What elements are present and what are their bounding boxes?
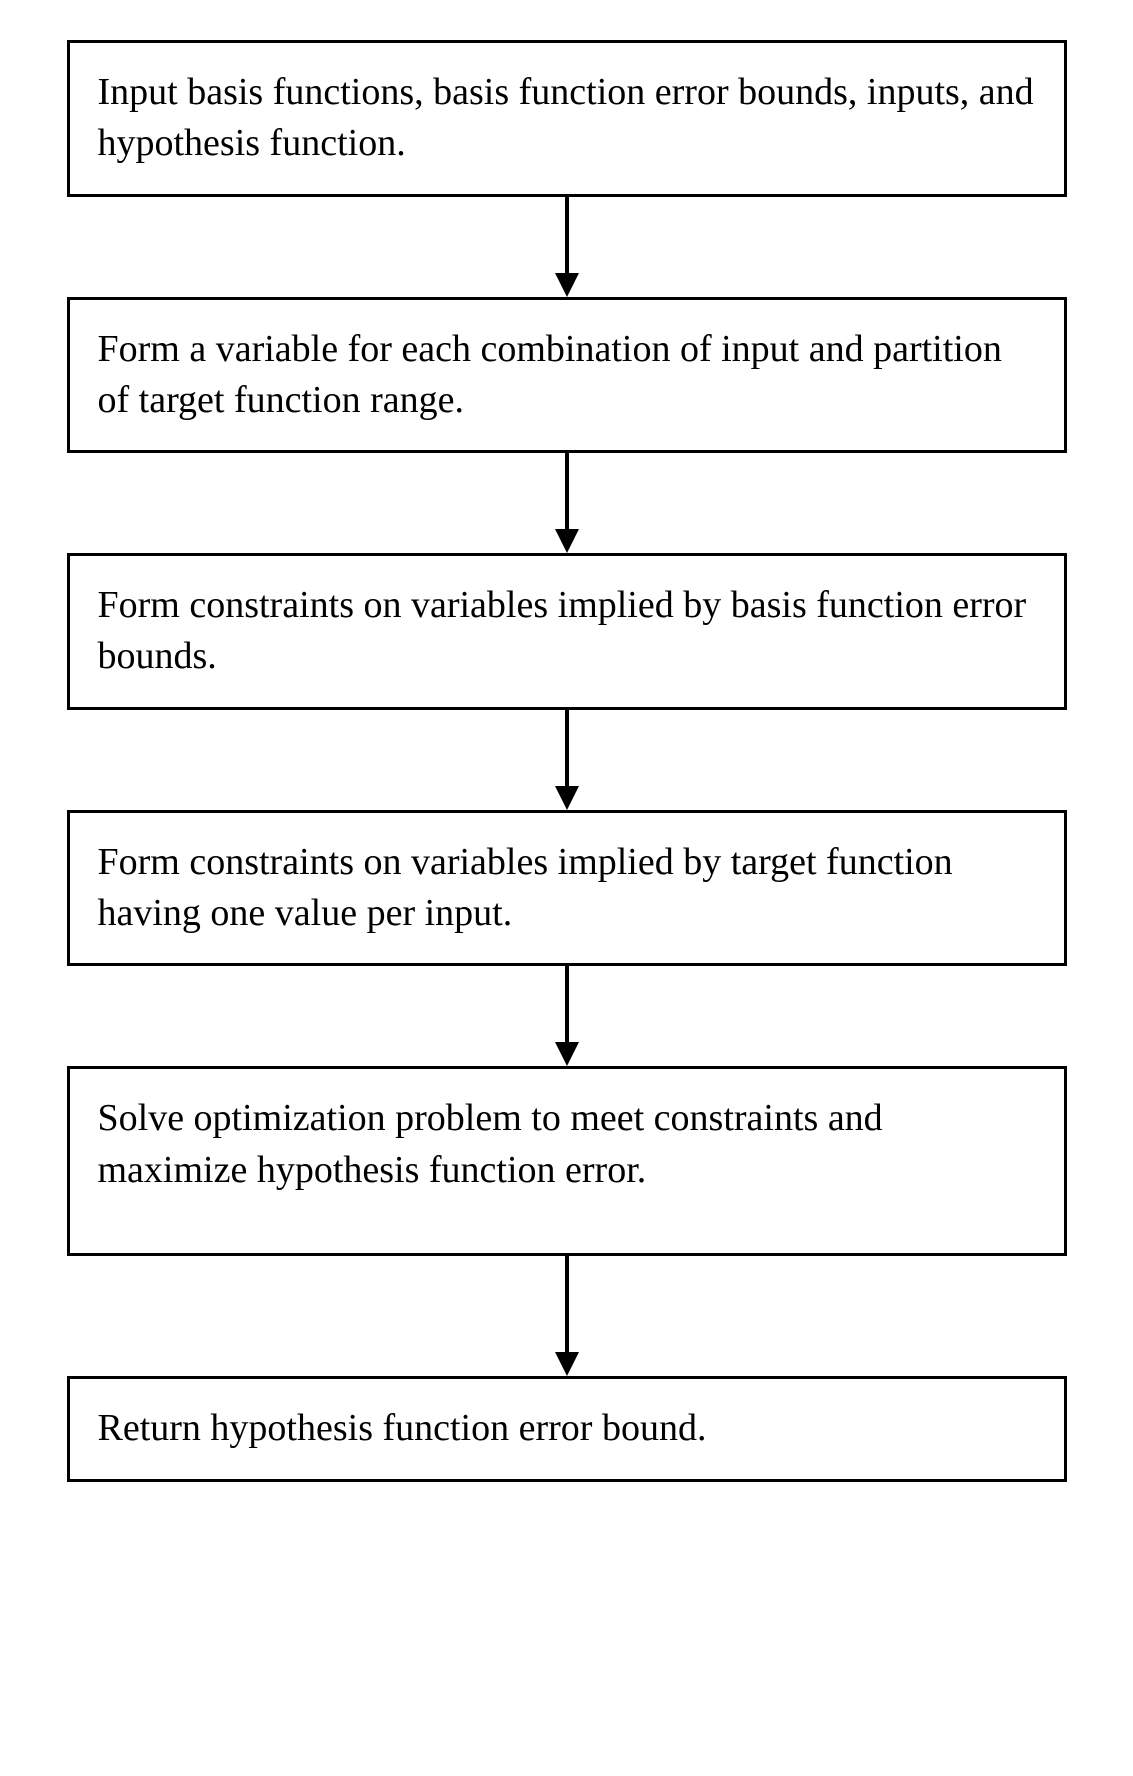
node-text: Return hypothesis function error bound. xyxy=(98,1407,707,1449)
flowchart-node-solve: Solve optimization problem to meet const… xyxy=(67,1066,1067,1256)
flowchart-container: Input basis functions, basis function er… xyxy=(50,40,1083,1482)
arrow-down-icon xyxy=(547,710,587,810)
arrow-down-icon xyxy=(547,197,587,297)
node-text: Form constraints on variables implied by… xyxy=(98,584,1027,677)
flowchart-node-constraints-basis: Form constraints on variables implied by… xyxy=(67,553,1067,710)
flowchart-node-constraints-target: Form constraints on variables implied by… xyxy=(67,810,1067,967)
arrow-down-icon xyxy=(547,966,587,1066)
node-text: Form constraints on variables implied by… xyxy=(98,841,953,934)
flowchart-node-input: Input basis functions, basis function er… xyxy=(67,40,1067,197)
flowchart-node-return: Return hypothesis function error bound. xyxy=(67,1376,1067,1481)
arrow-container xyxy=(67,966,1067,1066)
arrow-container xyxy=(67,1256,1067,1376)
arrow-container xyxy=(67,453,1067,553)
arrow-container xyxy=(67,197,1067,297)
arrow-down-icon xyxy=(547,1256,587,1376)
arrow-container xyxy=(67,710,1067,810)
node-text: Input basis functions, basis function er… xyxy=(98,71,1034,164)
node-text: Solve optimization problem to meet const… xyxy=(98,1097,883,1190)
flowchart-node-variable: Form a variable for each combination of … xyxy=(67,297,1067,454)
node-text: Form a variable for each combination of … xyxy=(98,328,1002,421)
arrow-down-icon xyxy=(547,453,587,553)
